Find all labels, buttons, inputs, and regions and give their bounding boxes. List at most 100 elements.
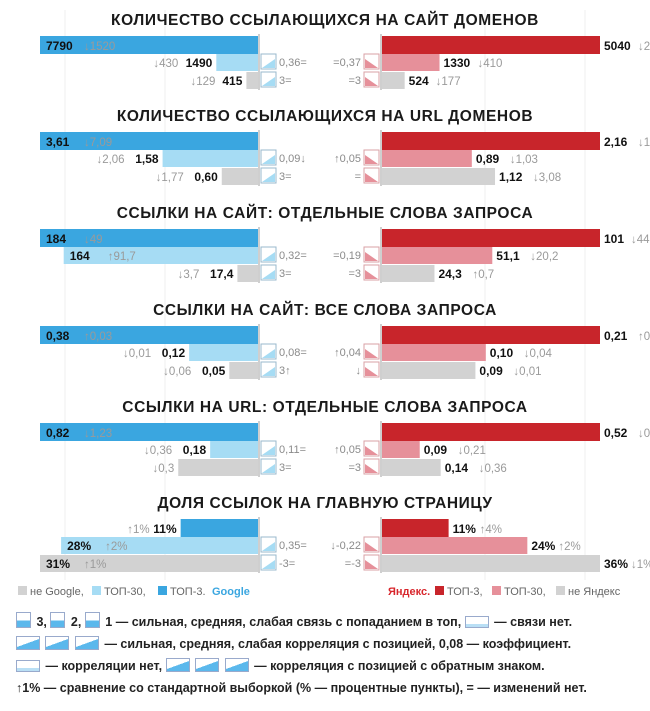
- bar-google: [216, 54, 258, 71]
- data-label: 0,09: [479, 364, 503, 378]
- change-label: ↑0,03: [84, 331, 112, 343]
- change-label: ↑0,7: [472, 269, 494, 281]
- data-label: 31%: [46, 557, 70, 571]
- correlation-icon: [262, 464, 275, 473]
- correlation-icon: [365, 270, 378, 279]
- data-label: 0,38: [46, 329, 70, 343]
- note-text: — связи нет.: [494, 615, 573, 629]
- data-label: 0,14: [445, 461, 469, 475]
- correlation-icon: [262, 542, 275, 551]
- weak-link-icon: [84, 612, 100, 628]
- legend-swatch: [492, 586, 501, 595]
- legend-label: ТОП-30,: [504, 586, 546, 598]
- legend-swatch: [435, 586, 444, 595]
- coefficient-label: =: [355, 171, 361, 183]
- bar-yandex: [382, 519, 449, 537]
- coefficient-label: =-3: [345, 558, 361, 570]
- bar-yandex: [382, 247, 493, 264]
- reverse-correlation-icon: [224, 658, 249, 672]
- center-divider: [380, 34, 382, 90]
- legend-label: Google: [212, 586, 250, 598]
- reverse-correlation-icon: [165, 658, 190, 672]
- coefficient-label: ↑0,05: [334, 153, 361, 165]
- bar-yandex: [382, 441, 420, 458]
- no-link-icon: [464, 616, 489, 628]
- bar-yandex: [382, 362, 476, 379]
- change-label: ↓3,7: [178, 269, 200, 281]
- bar-google: [162, 150, 258, 167]
- note-line-2: — сильная, средняя, слабая корреляция с …: [16, 633, 636, 655]
- change-label: ↓1,23: [84, 428, 112, 440]
- center-divider: [258, 517, 260, 573]
- coefficient-label: 0,11=: [279, 444, 306, 456]
- bar-yandex: [382, 150, 472, 167]
- change-label: ↓3,08: [533, 172, 561, 184]
- change-label: ↓1,03: [510, 154, 538, 166]
- legend-label: ТОП-3,: [447, 586, 483, 598]
- bar-google: [40, 229, 258, 247]
- bar-yandex: [382, 326, 600, 344]
- correlation-icon: [365, 367, 378, 376]
- legend-label: ТОП-30,: [104, 586, 146, 598]
- bar-google: [178, 459, 258, 476]
- change-label: ↑4%: [480, 524, 502, 536]
- change-label: ↓0,04: [524, 348, 553, 360]
- coefficient-label: =3: [348, 462, 361, 474]
- note-line-1: 3, 2, 1 — сильная, средняя, слабая связь…: [16, 611, 636, 633]
- bar-google: [40, 36, 258, 54]
- correlation-icon: [365, 77, 378, 86]
- data-label: 3,61: [46, 135, 70, 149]
- bar-yandex: [382, 132, 600, 150]
- data-label: 51,1: [496, 249, 520, 263]
- coefficient-label: 0,35=: [279, 540, 307, 552]
- center-divider: [380, 130, 382, 186]
- weak-correlation-icon: [74, 636, 99, 650]
- change-label: ↓0,06: [638, 428, 650, 440]
- strong-link-icon: [16, 612, 31, 628]
- bar-google: [221, 168, 258, 185]
- data-label: 17,4: [210, 267, 234, 281]
- reverse-correlation-icon: [195, 658, 220, 672]
- coefficient-label: 0,09↓: [279, 153, 306, 165]
- coefficient-label: 3=: [279, 268, 292, 280]
- data-label: 11%: [153, 522, 177, 536]
- data-label: 0,21: [604, 329, 628, 343]
- data-label: 36%: [604, 557, 628, 571]
- data-label: 0,82: [46, 426, 70, 440]
- data-label: 184: [46, 232, 66, 246]
- center-divider: [380, 421, 382, 477]
- note-text: 1 — сильная, средняя, слабая связь с поп…: [105, 615, 462, 629]
- change-label: ↓0,01: [513, 366, 541, 378]
- correlation-icon: [262, 560, 275, 569]
- notes: 3, 2, 1 — сильная, средняя, слабая связь…: [16, 611, 636, 699]
- note-text: — корреляция с позицией с обратным знако…: [254, 659, 545, 673]
- change-label: ↓1,77: [156, 172, 184, 184]
- coefficient-label: ↓-0,22: [330, 540, 361, 552]
- coefficient-label: -3=: [279, 558, 295, 570]
- bar-yandex: [382, 36, 600, 54]
- medium-link-icon: [50, 612, 66, 628]
- change-label: ↓129: [190, 76, 215, 88]
- data-label: 24,3: [438, 267, 462, 281]
- change-label: ↑1%: [127, 524, 149, 536]
- coefficient-label: =0,37: [333, 57, 361, 69]
- data-label: 0,52: [604, 426, 628, 440]
- data-label: 164: [70, 249, 90, 263]
- change-label: ↓0,36: [479, 463, 507, 475]
- data-label: 1,58: [135, 152, 159, 166]
- correlation-icon: [262, 252, 275, 261]
- correlation-icon: [365, 542, 378, 551]
- legend-swatch: [158, 586, 167, 595]
- bar-google: [40, 423, 258, 441]
- bar-yandex: [382, 423, 600, 441]
- center-divider: [380, 517, 382, 573]
- change-label: ↓20,2: [530, 251, 558, 263]
- legend-swatch: [92, 586, 101, 595]
- bar-google: [180, 519, 258, 537]
- correlation-icon: [262, 77, 275, 86]
- no-correlation-icon: [16, 660, 40, 672]
- bar-google: [63, 247, 259, 264]
- correlation-icon: [365, 252, 378, 261]
- chart-title: ССЫЛКИ НА САЙТ: ОТДЕЛЬНЫЕ СЛОВА ЗАПРОСА: [117, 204, 534, 222]
- change-label: ↓1520: [84, 41, 115, 53]
